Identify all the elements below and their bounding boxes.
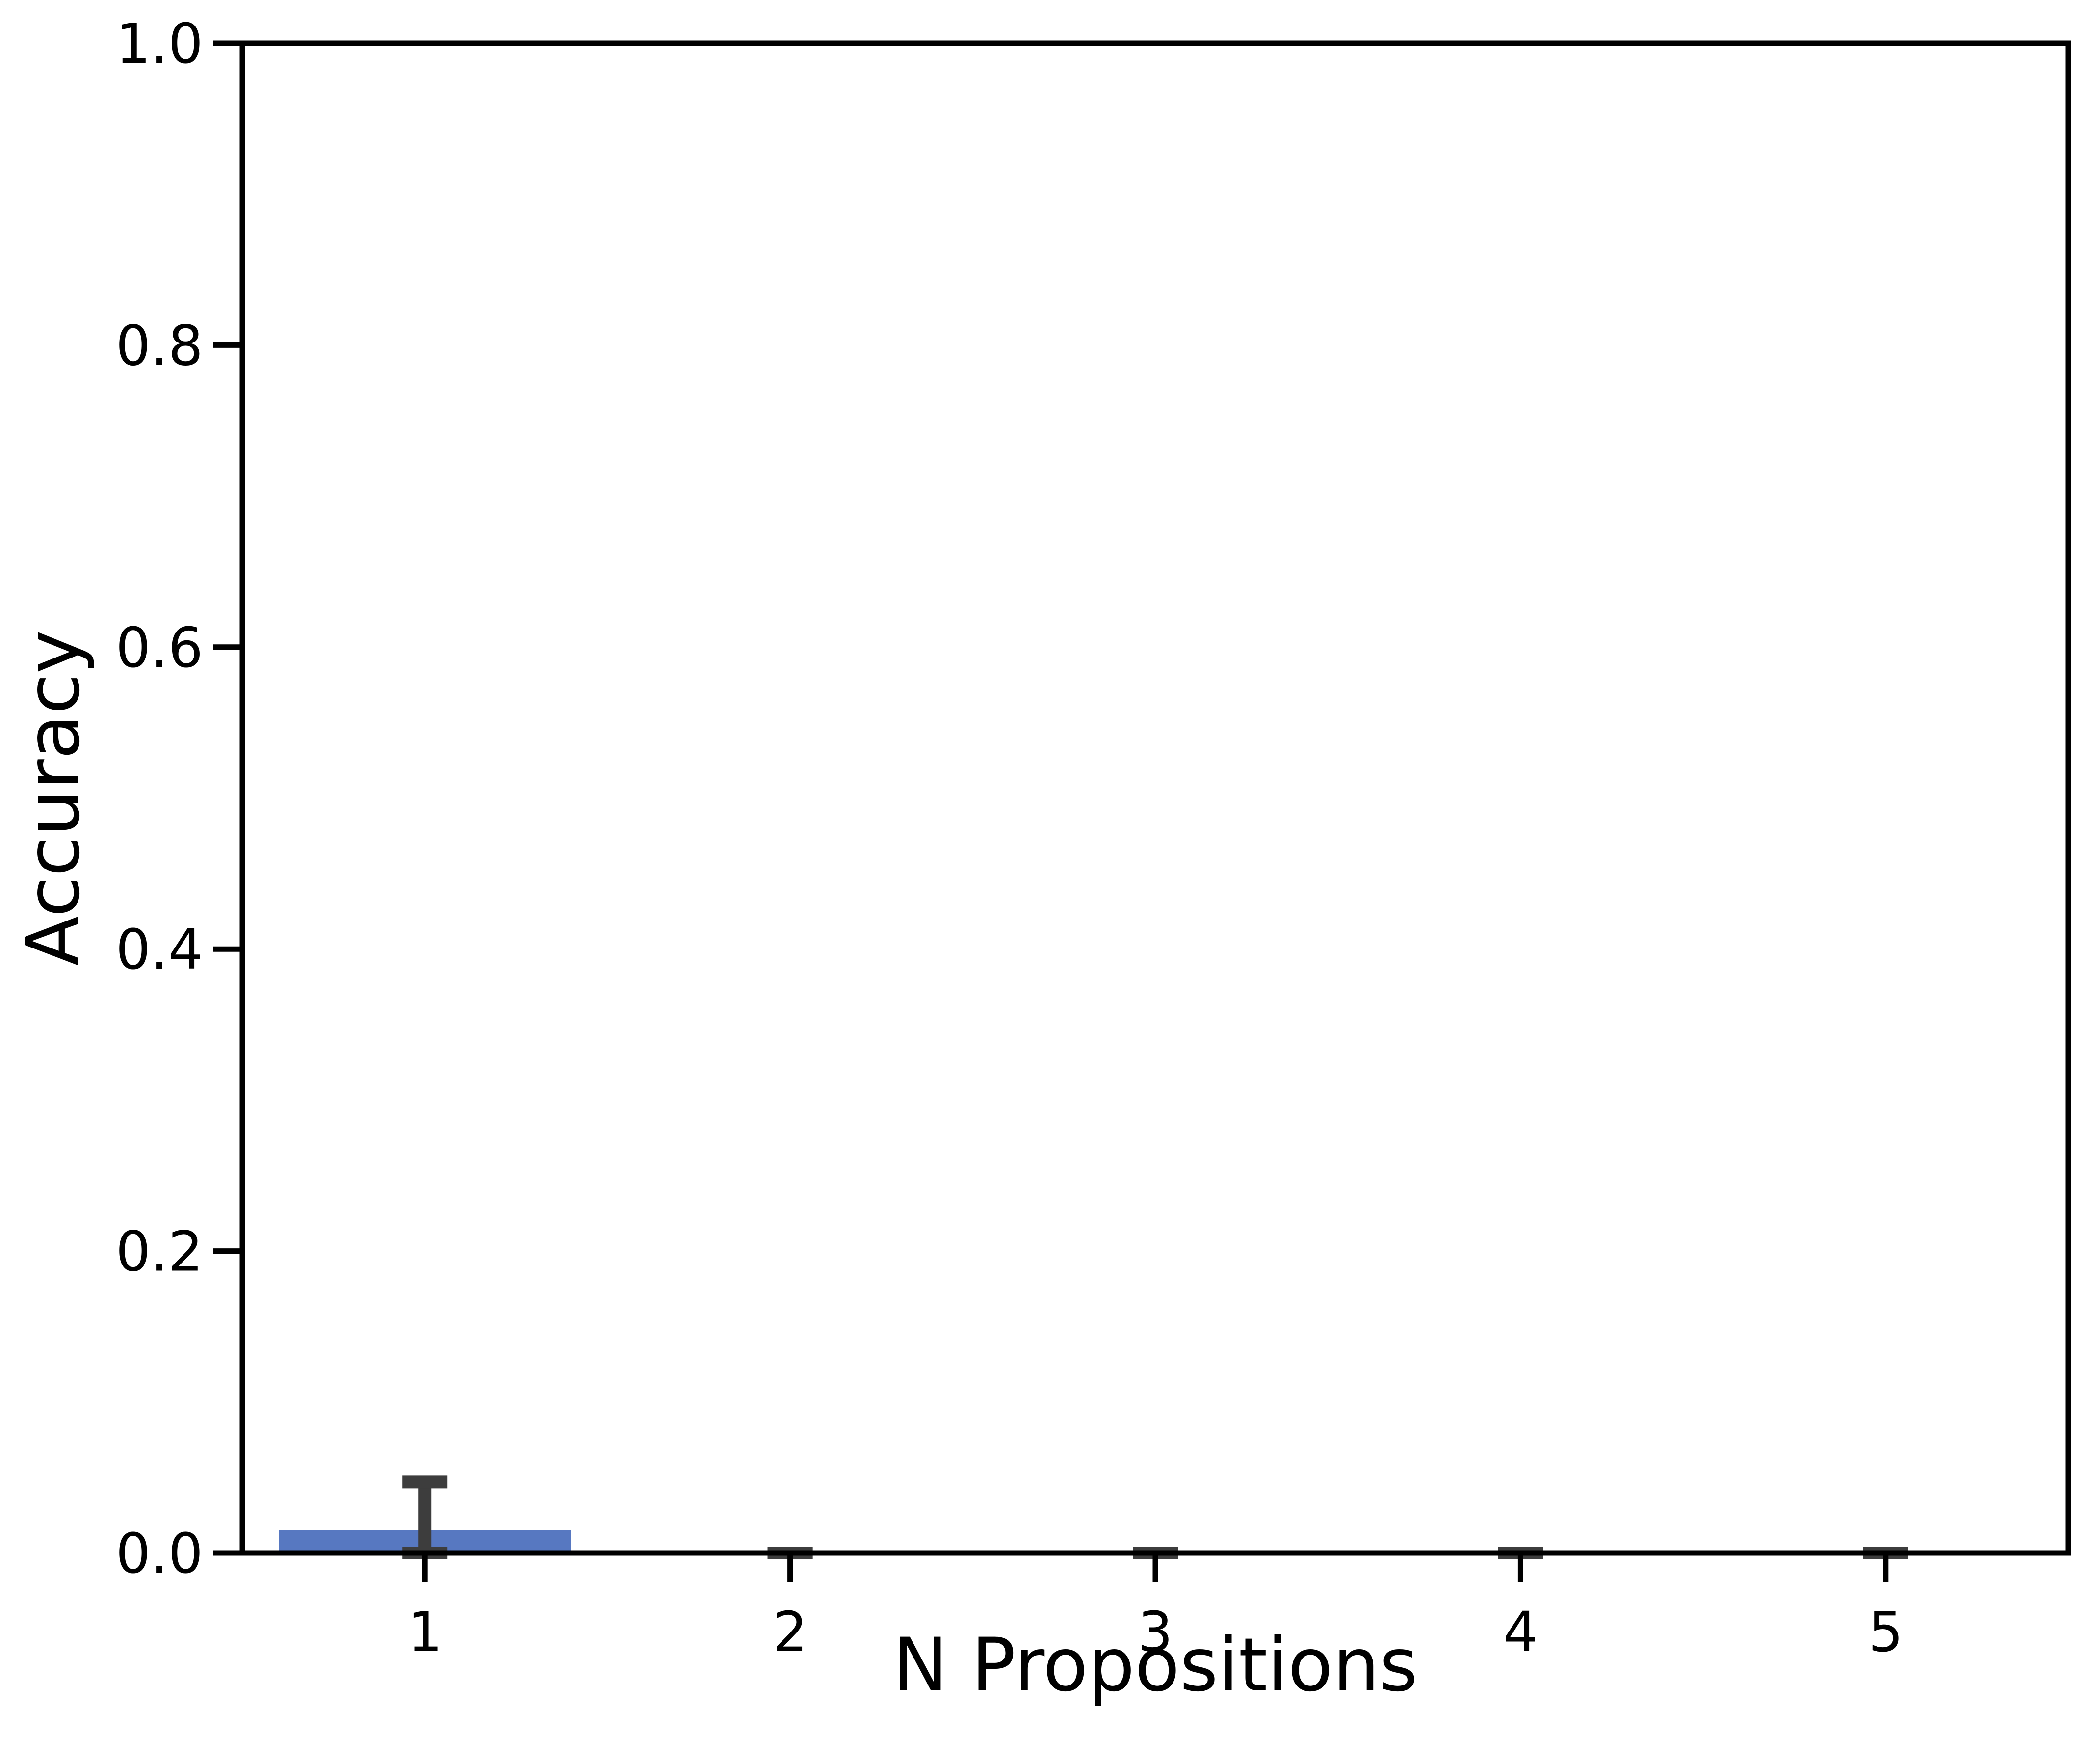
x-axis-title: N Propositions <box>893 1623 1418 1708</box>
error-bars-group <box>402 1475 1908 1559</box>
y-tick-label: 1.0 <box>116 12 203 76</box>
plot-frame <box>239 40 2071 1556</box>
y-tick-label: 0.2 <box>116 1220 203 1284</box>
y-tick-label: 0.8 <box>116 314 203 378</box>
y-axis-ticks: 0.0 0.2 0.4 0.6 0.8 1.0 <box>116 12 242 1586</box>
y-tick-label: 0.4 <box>116 918 203 982</box>
x-tick-label: 4 <box>1503 1601 1538 1664</box>
x-tick-label: 5 <box>1868 1601 1903 1664</box>
y-axis-title: Accuracy <box>11 630 96 966</box>
x-tick-label: 3 <box>1138 1601 1173 1664</box>
y-tick-label: 0.0 <box>116 1522 203 1586</box>
y-tick-label: 0.6 <box>116 616 203 680</box>
x-tick-label: 1 <box>408 1601 443 1664</box>
x-tick-label: 2 <box>773 1601 808 1664</box>
x-axis-ticks: 1 2 3 4 5 <box>408 1553 1903 1664</box>
